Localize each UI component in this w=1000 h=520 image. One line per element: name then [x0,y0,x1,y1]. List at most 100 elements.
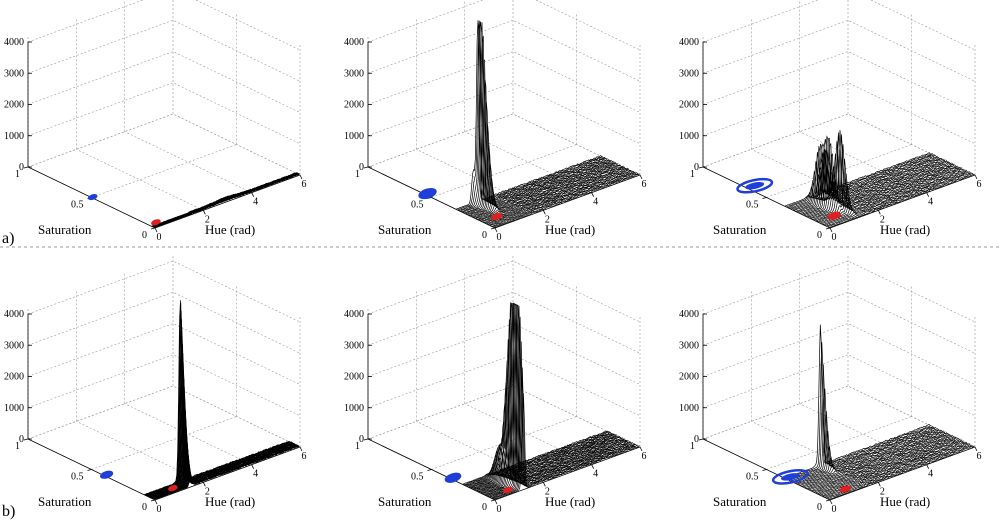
surface-curve [798,430,944,485]
saturation-axis-label: Saturation [713,494,767,509]
blue-cluster-marker [444,472,462,483]
z-tick-label: 2000 [679,100,699,111]
sat-tick-mark [23,166,29,169]
surface-curve [801,139,948,215]
sat-tick-label: 0.5 [411,200,424,211]
surface-curve [827,172,974,228]
hue-axis-label: Hue (rad) [205,222,255,237]
sat-tick-label: 0.5 [746,200,759,211]
z-gridline [27,82,301,145]
surface-curve [798,143,944,213]
surface-curve [803,432,949,488]
hue-tick-label: 4 [928,469,933,480]
surface-curve [787,364,934,480]
z-tick-label: 1000 [344,403,364,414]
z-tick-label: 3000 [344,340,364,351]
hue-tick-mark [926,464,930,469]
hue-tick-label: 0 [497,232,502,243]
z-tick-label: 1000 [4,131,24,142]
z-tick-label: 4000 [344,309,364,320]
hue-tick-label: 0 [157,232,162,243]
hue-axis-label: Hue (rad) [545,494,595,509]
z-gridline [27,385,301,448]
hue-tick-mark [829,227,833,233]
hue-axis [494,446,641,501]
surface-curves [151,172,300,228]
surface-curve [460,22,606,212]
hue-tick-mark [974,174,978,180]
hue-tick-mark [829,499,833,505]
z-tick-label: 3000 [679,340,699,351]
z-gridline [27,323,301,385]
surface-curve [469,433,615,488]
surface-curve [797,429,943,485]
sat-tick-label: 1 [690,441,695,452]
surface-curve [151,172,298,227]
sat-tick-label: 0 [142,502,147,513]
sat-gridline [431,416,577,470]
surface-curve [809,435,955,491]
z-tick-label: 1000 [679,131,699,142]
hue-tick-mark [591,464,595,469]
sat-tick-label: 1 [15,169,20,180]
hue-tick-label: 6 [977,451,982,462]
hue-tick-mark [591,192,595,197]
surface-curve [829,445,975,500]
surface-curve [464,431,611,486]
z-tick-label: 2000 [4,100,24,111]
back-walls [27,0,301,211]
z-gridline [367,51,641,113]
z-tick-label: 0 [694,162,699,173]
sat-tick-mark [363,438,369,441]
hue-tick-mark [202,210,206,215]
surface-curve [147,361,293,497]
surface-curve [487,170,634,225]
surface-curve [464,79,610,214]
surface-curve [804,434,950,489]
surface-curve [492,341,638,499]
surface-curves [144,300,300,500]
hue-tick-label: 4 [253,197,258,208]
sat-gridline [431,144,577,198]
sat-tick-label: 0 [482,502,487,513]
z-tick-label: 4000 [4,309,24,320]
hue-tick-mark [299,174,303,180]
saturation-axis-label: Saturation [378,222,432,237]
hue-tick-label: 6 [977,179,982,190]
sat-tick-label: 0 [142,230,147,241]
surface-curve [470,434,616,489]
z-gridline [27,291,301,354]
sat-tick-mark [698,438,704,441]
surface-curve [818,440,964,495]
hue-tick-mark [251,192,255,197]
hue-axis [829,174,976,229]
red-cluster-marker [827,211,841,220]
surface-curve [815,158,961,221]
blue-cluster-core [780,473,800,481]
surface-curve [471,434,617,489]
hue-tick-label: 2 [880,486,885,497]
surface-curve [489,305,636,498]
surface-curve [804,137,950,217]
panel-a1: 0 1000 2000 3000 4000 0 2 4 6 0 0.5 1 Hue (rad) Satur… [4,0,307,243]
hue-tick-mark [494,227,498,233]
surface-curve [818,168,964,223]
hue-tick-label: 4 [593,469,598,480]
floor-back-edge [27,113,301,176]
surface-curve [801,432,948,487]
saturation-axis-label: Saturation [713,222,767,237]
blue-cluster-marker [100,470,114,479]
hue-tick-mark [154,227,158,233]
z-gridline [367,19,641,82]
surface-curve [477,166,623,220]
z-gridline [702,19,976,82]
surface-curve [794,429,940,483]
panel-a3: 0 1000 2000 3000 4000 0 2 4 6 0 0.5 1 Hue (rad) Satur… [679,0,982,243]
saturation-axis-label: Saturation [378,494,432,509]
surface-curve [824,171,970,226]
surface-curve [800,431,946,486]
z-gridline [367,82,641,145]
surface-curve [481,167,627,222]
